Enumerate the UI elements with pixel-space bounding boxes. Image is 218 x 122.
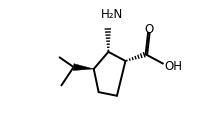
Text: H₂N: H₂N (101, 8, 123, 21)
Polygon shape (73, 64, 94, 71)
Text: OH: OH (165, 60, 182, 73)
Text: O: O (145, 23, 154, 36)
